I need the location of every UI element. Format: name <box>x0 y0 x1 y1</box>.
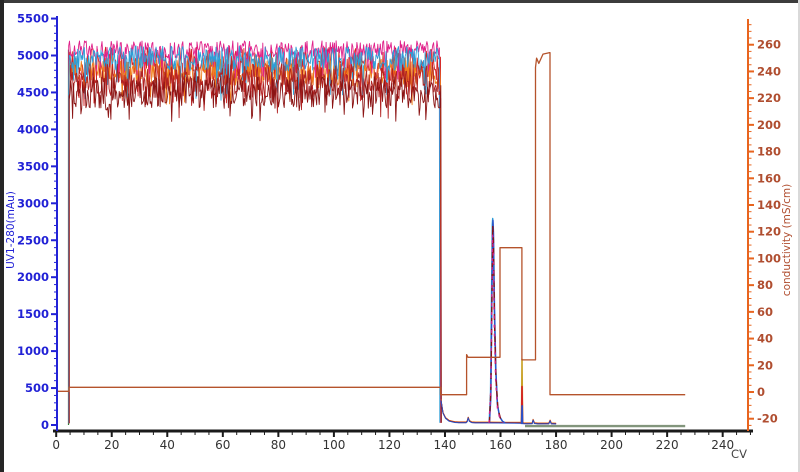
x-tick-label: 160 <box>489 438 512 452</box>
run-darkred <box>68 76 442 424</box>
x-tick-label: 220 <box>656 438 679 452</box>
right-tick-label: 40 <box>757 332 773 346</box>
x-tick-label: 80 <box>271 438 286 452</box>
right-tick-label: 100 <box>757 251 781 265</box>
x-tick-label: 100 <box>322 438 345 452</box>
left-tick-label: 500 <box>25 381 49 395</box>
peak-magenta <box>488 233 504 424</box>
x-axis-title: CV <box>731 447 747 461</box>
x-tick-label: 200 <box>600 438 623 452</box>
left-tick-label: 3500 <box>17 159 49 173</box>
right-tick-label: 220 <box>757 91 781 105</box>
x-tick-label: 20 <box>104 438 119 452</box>
right-tick-label: 160 <box>757 171 781 185</box>
right-axis-title: conductivity (mS/cm) <box>781 184 793 296</box>
axes-layer: 0500100015002000250030003500400045005000… <box>5 12 793 461</box>
run-orange <box>68 57 441 424</box>
run-firebrick <box>68 63 442 424</box>
right-tick-label: 260 <box>757 38 781 52</box>
x-tick-label: 180 <box>545 438 568 452</box>
right-tick-label: 80 <box>757 278 773 292</box>
x-tick-label: 60 <box>215 438 230 452</box>
right-tick-label: 0 <box>757 385 765 399</box>
left-tick-label: 5000 <box>17 49 49 63</box>
left-tick-label: 3000 <box>17 196 49 210</box>
run-cyan <box>68 45 441 424</box>
right-tick-label: 120 <box>757 225 781 239</box>
x-tick-label: 120 <box>378 438 401 452</box>
spike-blue <box>520 404 524 425</box>
x-tick-label: 240 <box>711 438 734 452</box>
run-magenta <box>68 40 441 424</box>
left-tick-label: 5500 <box>17 12 49 26</box>
screen-edge-left <box>0 0 4 472</box>
left-tick-label: 0 <box>41 418 49 432</box>
right-tick-label: 240 <box>757 64 781 78</box>
x-tick-label: 40 <box>160 438 175 452</box>
right-tick-label: 140 <box>757 198 781 212</box>
left-tick-label: 1500 <box>17 307 49 321</box>
conductivity <box>56 52 686 396</box>
right-tick-label: 20 <box>757 358 773 372</box>
left-tick-label: 2500 <box>17 233 49 247</box>
right-tick-label: 200 <box>757 118 781 132</box>
screen-edge-top <box>0 0 800 3</box>
x-tick-label: 0 <box>52 438 60 452</box>
screen-edge-right <box>798 0 800 472</box>
right-tick-label: 60 <box>757 305 773 319</box>
left-axis-title: UV1-280(mAu) <box>5 191 17 269</box>
baseline-blue <box>440 400 557 425</box>
traces-layer <box>56 40 686 428</box>
right-tick-label: -20 <box>757 412 778 426</box>
left-tick-label: 1000 <box>17 344 49 358</box>
left-tick-label: 2000 <box>17 270 49 284</box>
peak-darkred <box>488 224 504 423</box>
x-tick-label: 140 <box>434 438 457 452</box>
right-tick-label: 180 <box>757 145 781 159</box>
left-tick-label: 4000 <box>17 122 49 136</box>
left-tick-label: 4500 <box>17 85 49 99</box>
